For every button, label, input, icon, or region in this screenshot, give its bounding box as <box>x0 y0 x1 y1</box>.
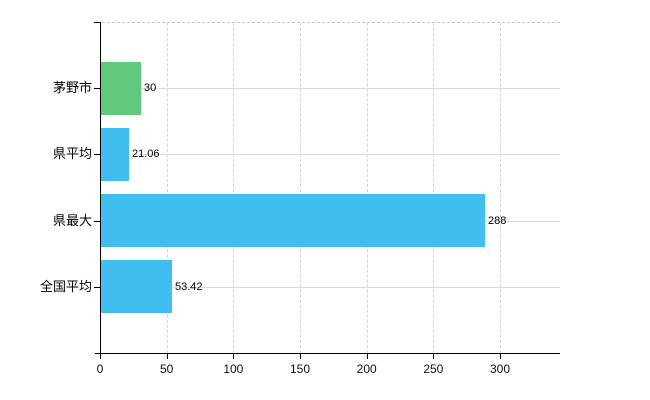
plot-border-top <box>97 22 560 23</box>
horizontal-gridline <box>100 154 560 155</box>
vertical-gridline <box>300 23 301 353</box>
y-axis-tick <box>94 88 100 89</box>
x-tick-label: 150 <box>289 362 311 376</box>
y-axis-tick <box>94 22 100 23</box>
value-label: 21.06 <box>132 148 160 160</box>
vertical-gridline <box>433 23 435 353</box>
y-axis-tick <box>94 287 100 288</box>
x-axis-tick <box>166 354 168 359</box>
category-label: 全国平均 <box>39 279 92 294</box>
x-tick-label: 200 <box>356 362 377 376</box>
category-label: 県最大 <box>52 213 92 228</box>
value-label: 30 <box>144 82 157 94</box>
x-tick-label: 300 <box>489 362 511 376</box>
vertical-gridline <box>500 23 501 353</box>
bar <box>101 128 129 181</box>
x-axis-tick <box>500 354 501 359</box>
bar <box>101 194 485 247</box>
category-label: 茅野市 <box>52 80 92 95</box>
x-tick-label: 250 <box>423 362 444 376</box>
vertical-gridline <box>366 23 368 353</box>
bar <box>101 260 172 313</box>
x-tick-label: 50 <box>159 362 174 376</box>
x-axis-tick <box>433 354 435 359</box>
x-axis-tick <box>233 354 235 359</box>
y-axis-line <box>100 22 101 354</box>
x-axis-tick <box>366 354 368 359</box>
value-label: 53.42 <box>175 281 203 293</box>
x-axis-tick <box>300 354 301 359</box>
vertical-gridline <box>233 23 235 353</box>
value-label: 288 <box>488 215 507 227</box>
horizontal-gridline <box>100 287 560 288</box>
x-axis-line <box>95 353 560 354</box>
y-axis-tick <box>94 154 100 155</box>
category-label: 県平均 <box>52 146 92 161</box>
bar <box>101 62 141 115</box>
x-axis-tick <box>100 354 101 359</box>
x-tick-label: 100 <box>223 362 244 376</box>
horizontal-gridline <box>100 88 560 89</box>
vertical-gridline <box>166 23 168 353</box>
y-axis-tick <box>94 221 100 222</box>
x-tick-label: 0 <box>96 362 104 376</box>
